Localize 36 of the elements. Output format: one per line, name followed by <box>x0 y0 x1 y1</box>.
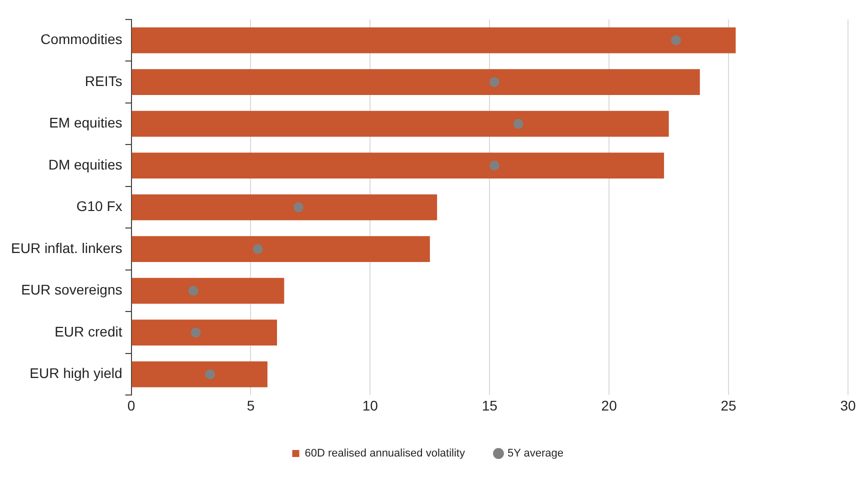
x-tick-label: 5 <box>246 397 255 414</box>
point <box>252 244 263 254</box>
x-tick-label: 0 <box>127 397 136 414</box>
y-tick-label: REITs <box>84 72 122 89</box>
bar <box>132 110 669 137</box>
point <box>190 328 201 338</box>
bar <box>132 69 700 95</box>
bar <box>132 361 268 388</box>
point <box>489 77 500 88</box>
legend-label: 5Y average <box>507 448 564 460</box>
bar <box>132 27 736 54</box>
x-tick-label: 20 <box>601 397 618 414</box>
point <box>205 369 216 380</box>
point <box>489 160 500 171</box>
point <box>670 35 681 46</box>
bar <box>132 152 664 178</box>
y-tick-label: G10 Fx <box>76 198 122 214</box>
y-tick-label: EUR inflat. linkers <box>10 240 122 256</box>
y-tick-label: EUR high yield <box>30 365 122 382</box>
point <box>513 118 524 129</box>
y-tick-label: EUR sovereigns <box>21 282 122 298</box>
bar <box>132 194 438 220</box>
legend-label: 60D realised annualised volatility <box>304 448 466 460</box>
point <box>188 286 198 296</box>
point <box>293 202 304 212</box>
x-tick-label: 15 <box>482 397 498 414</box>
y-tick-label: EUR credit <box>54 323 122 340</box>
bar <box>132 236 430 262</box>
bar <box>132 320 277 346</box>
y-tick-label: DM equities <box>48 156 122 172</box>
x-tick-label: 25 <box>720 397 737 414</box>
y-tick-label: Commodities <box>40 31 122 48</box>
x-tick-label: 30 <box>840 397 856 414</box>
y-tick-label: EM equities <box>49 114 122 131</box>
bar <box>132 278 284 304</box>
x-tick-label: 10 <box>362 397 378 414</box>
